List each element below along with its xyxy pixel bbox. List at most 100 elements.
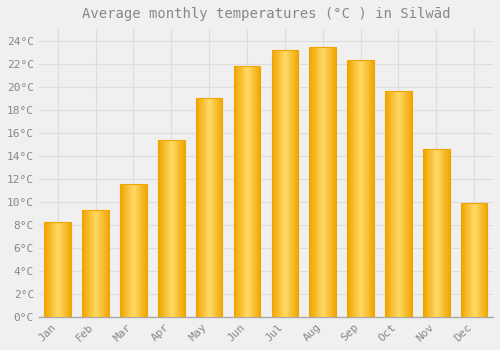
Bar [327, 48, 328, 317]
Bar [385, 91, 386, 317]
Bar [480, 203, 481, 317]
Bar [366, 60, 367, 317]
Bar [311, 48, 312, 317]
Bar [476, 203, 477, 317]
Bar [283, 50, 284, 317]
Bar [55, 222, 56, 317]
Bar [440, 149, 442, 317]
Bar [203, 98, 204, 317]
Bar [138, 184, 140, 317]
Bar [63, 222, 64, 317]
Bar [258, 66, 260, 317]
Bar [313, 48, 314, 317]
Bar [66, 222, 68, 317]
Bar [135, 184, 136, 317]
Bar [467, 203, 468, 317]
Bar [164, 140, 165, 317]
Bar [90, 210, 91, 317]
Bar [136, 184, 137, 317]
Bar [208, 98, 209, 317]
Bar [411, 91, 412, 317]
Bar [388, 91, 390, 317]
Bar [319, 48, 320, 317]
Bar [315, 48, 316, 317]
Bar [140, 184, 141, 317]
Bar [254, 66, 255, 317]
Bar [294, 50, 296, 317]
Bar [428, 149, 429, 317]
Bar [278, 50, 280, 317]
Bar [132, 184, 134, 317]
Bar [354, 60, 356, 317]
Bar [60, 222, 62, 317]
Bar [165, 140, 166, 317]
Bar [196, 98, 222, 317]
Bar [372, 60, 373, 317]
Bar [99, 210, 100, 317]
Bar [49, 222, 50, 317]
Bar [320, 48, 321, 317]
Bar [134, 184, 135, 317]
Bar [176, 140, 178, 317]
Bar [162, 140, 164, 317]
Bar [478, 203, 480, 317]
Bar [101, 210, 102, 317]
Bar [100, 210, 101, 317]
Bar [370, 60, 371, 317]
Bar [241, 66, 242, 317]
Bar [310, 48, 312, 317]
Bar [425, 149, 426, 317]
Bar [106, 210, 107, 317]
Bar [286, 50, 288, 317]
Bar [329, 48, 330, 317]
Bar [461, 203, 487, 317]
Bar [387, 91, 388, 317]
Bar [57, 222, 58, 317]
Bar [277, 50, 278, 317]
Bar [130, 184, 131, 317]
Bar [326, 48, 327, 317]
Bar [98, 210, 99, 317]
Bar [483, 203, 484, 317]
Bar [238, 66, 239, 317]
Bar [138, 184, 139, 317]
Bar [371, 60, 372, 317]
Bar [131, 184, 132, 317]
Bar [122, 184, 123, 317]
Bar [472, 203, 474, 317]
Bar [473, 203, 474, 317]
Bar [324, 48, 326, 317]
Bar [54, 222, 55, 317]
Bar [174, 140, 175, 317]
Bar [121, 184, 122, 317]
Title: Average monthly temperatures (°C ) in Silwād: Average monthly temperatures (°C ) in Si… [82, 7, 450, 21]
Bar [129, 184, 130, 317]
Bar [368, 60, 370, 317]
Bar [330, 48, 332, 317]
Bar [180, 140, 181, 317]
Bar [438, 149, 439, 317]
Bar [430, 149, 431, 317]
Bar [44, 222, 46, 317]
Bar [365, 60, 366, 317]
Bar [321, 48, 322, 317]
Bar [481, 203, 482, 317]
Bar [247, 66, 248, 317]
Bar [373, 60, 374, 317]
Bar [234, 66, 260, 317]
Bar [44, 222, 71, 317]
Bar [168, 140, 170, 317]
Bar [197, 98, 198, 317]
Bar [175, 140, 176, 317]
Bar [250, 66, 252, 317]
Bar [47, 222, 48, 317]
Bar [143, 184, 144, 317]
Bar [217, 98, 218, 317]
Bar [52, 222, 54, 317]
Bar [56, 222, 57, 317]
Bar [65, 222, 66, 317]
Bar [409, 91, 410, 317]
Bar [328, 48, 329, 317]
Bar [159, 140, 160, 317]
Bar [285, 50, 286, 317]
